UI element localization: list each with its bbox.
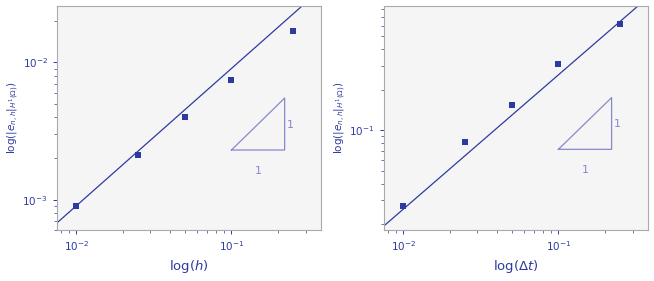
Text: 1: 1: [581, 165, 589, 175]
Y-axis label: $\log(|e_{n,h}|_{H^1(\Omega)})$: $\log(|e_{n,h}|_{H^1(\Omega)})$: [5, 81, 21, 154]
Text: 1: 1: [614, 119, 621, 129]
Text: 1: 1: [287, 120, 294, 130]
X-axis label: $\log(\Delta t)$: $\log(\Delta t)$: [493, 259, 539, 275]
Text: 1: 1: [254, 166, 262, 176]
Y-axis label: $\log(|e_{n,h}|_{H^1(\Omega)})$: $\log(|e_{n,h}|_{H^1(\Omega)})$: [333, 81, 348, 154]
X-axis label: $\log(h)$: $\log(h)$: [169, 259, 209, 275]
